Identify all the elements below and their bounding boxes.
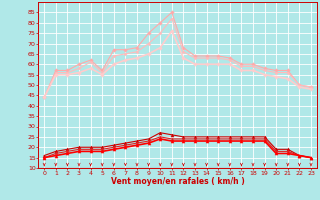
X-axis label: Vent moyen/en rafales ( km/h ): Vent moyen/en rafales ( km/h ) bbox=[111, 177, 244, 186]
